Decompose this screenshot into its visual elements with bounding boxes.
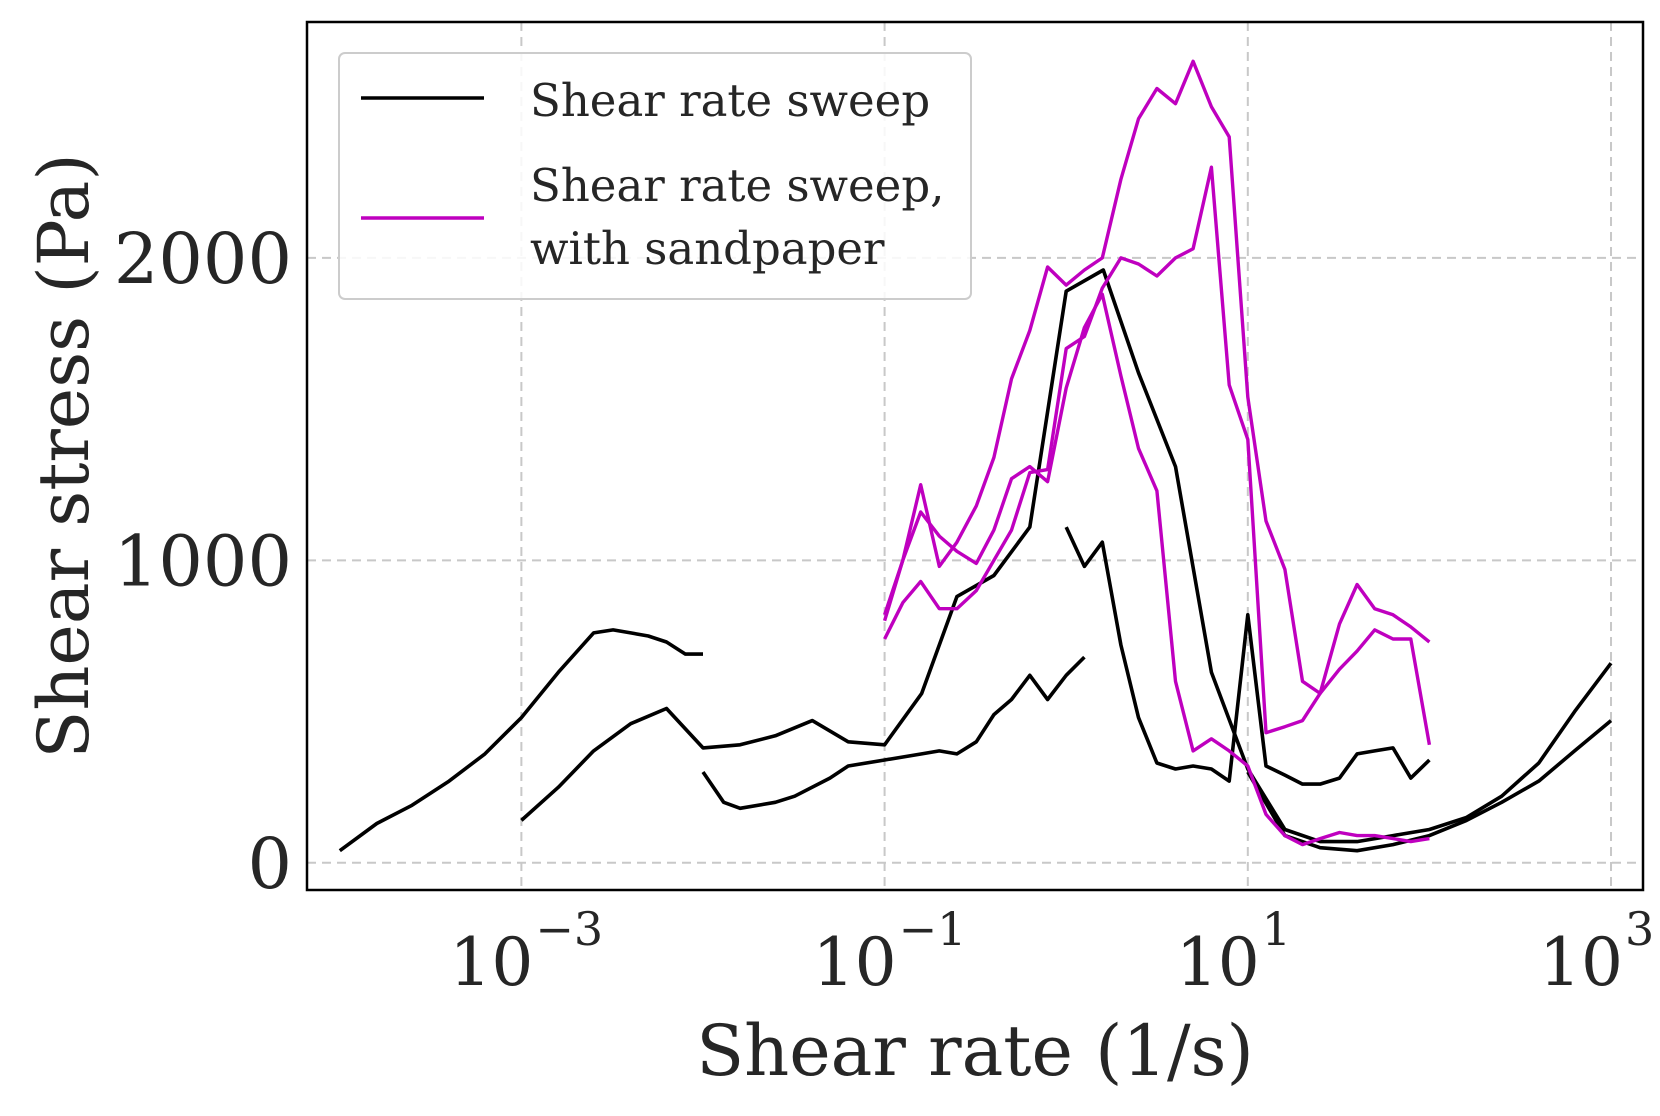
legend-label: Shear rate sweep: [530, 74, 930, 127]
x-tick-exponent: −3: [535, 902, 603, 956]
legend: Shear rate sweep Shear rate sweep, with sa…: [338, 52, 972, 300]
x-axis-ticks: 10 −3 10 −1 10 1 10 3: [449, 902, 1654, 1001]
x-tick-exponent: 1: [1262, 902, 1291, 956]
x-tick-base: 10: [1539, 924, 1623, 1001]
legend-entry-0: Shear rate sweep: [361, 74, 930, 127]
x-tick-label-2: 10 1: [1176, 902, 1291, 1001]
x-tick-label-0: 10 −3: [449, 902, 603, 1001]
x-axis-label: Shear rate (1/s): [696, 1010, 1254, 1092]
legend-box: [338, 52, 972, 300]
plot-frame: [305, 20, 1645, 892]
series-line-2: [701, 655, 1086, 811]
series-line-5: [882, 59, 1431, 696]
x-tick-label-1: 10 −1: [813, 902, 967, 1001]
y-axis-label: Shear stress (Pa): [23, 153, 105, 758]
legend-label: Shear rate sweep,: [530, 159, 944, 212]
y-tick-label-2: 2000: [114, 218, 292, 300]
legend-entry-1: Shear rate sweep, with sandpaper: [361, 159, 944, 275]
series-line-3: [1064, 526, 1431, 786]
y-axis-ticks: 0 1000 2000: [114, 218, 292, 905]
x-tick-label-3: 10 3: [1539, 902, 1654, 1001]
series-line-1: [520, 268, 1613, 844]
y-tick-label-0: 0: [247, 823, 292, 905]
x-tick-exponent: −1: [899, 902, 967, 956]
series-line-0: [338, 628, 703, 853]
y-tick-label-1: 1000: [114, 520, 292, 602]
x-tick-base: 10: [1176, 924, 1260, 1001]
x-tick-exponent: 3: [1625, 902, 1654, 956]
x-tick-base: 10: [449, 924, 533, 1001]
plot-series: [338, 59, 1613, 853]
legend-label: with sandpaper: [530, 222, 885, 275]
series-line-7: [882, 292, 1430, 847]
x-tick-base: 10: [813, 924, 897, 1001]
series-line-6: [883, 165, 1432, 746]
